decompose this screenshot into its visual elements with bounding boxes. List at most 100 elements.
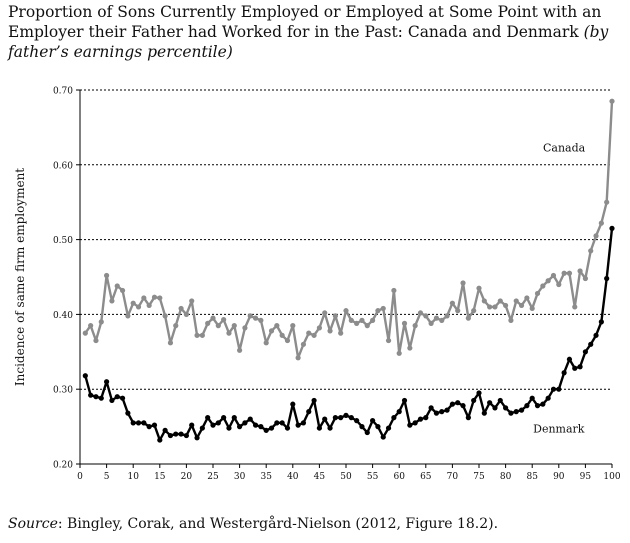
x-tick-label-10: 50 [340, 472, 352, 482]
point-canada-60 [396, 350, 402, 356]
annotation-canada: Canada [543, 141, 586, 154]
point-denmark-96 [588, 341, 594, 347]
point-canada-56 [375, 308, 381, 314]
point-canada-76 [481, 298, 487, 304]
point-denmark-94 [577, 364, 583, 370]
point-canada-27 [221, 317, 227, 323]
point-denmark-82 [513, 409, 519, 415]
point-canada-17 [167, 340, 174, 346]
title-main: Proportion of Sons Currently Employed or… [8, 3, 602, 41]
point-canada-51 [348, 317, 354, 323]
point-canada-18 [173, 323, 179, 329]
point-denmark-22 [194, 435, 200, 441]
point-canada-6 [109, 298, 115, 304]
point-denmark-44 [311, 397, 317, 404]
point-canada-42 [300, 341, 307, 347]
point-canada-69 [444, 313, 450, 319]
point-canada-82 [513, 298, 519, 304]
point-canada-30 [237, 347, 243, 353]
point-canada-84 [524, 295, 530, 301]
point-denmark-3 [93, 394, 99, 400]
point-denmark-89 [550, 386, 557, 392]
point-denmark-67 [433, 410, 440, 416]
point-canada-38 [279, 332, 285, 338]
point-canada-59 [391, 287, 397, 294]
point-canada-22 [194, 332, 200, 338]
point-denmark-86 [534, 403, 541, 409]
series-points-denmark [82, 225, 615, 443]
point-canada-96 [588, 248, 594, 254]
point-canada-61 [401, 320, 408, 326]
point-canada-13 [146, 302, 152, 309]
source-text: : Bingley, Corak, and Westergård-Nielson… [57, 516, 499, 532]
point-canada-46 [322, 310, 328, 316]
point-denmark-9 [125, 410, 131, 416]
point-denmark-50 [343, 412, 349, 418]
point-canada-43 [306, 330, 312, 336]
point-denmark-13 [146, 424, 152, 430]
point-denmark-59 [391, 415, 397, 421]
point-denmark-43 [306, 409, 312, 415]
point-denmark-38 [279, 420, 285, 426]
point-canada-21 [189, 298, 195, 304]
point-denmark-91 [561, 370, 567, 376]
point-canada-29 [231, 323, 237, 329]
point-denmark-87 [540, 401, 546, 407]
point-canada-7 [114, 283, 120, 289]
point-denmark-78 [492, 405, 498, 411]
y-tick-label-3: 0.50 [53, 236, 73, 246]
point-canada-93 [572, 304, 578, 310]
point-denmark-40 [290, 401, 296, 407]
x-tick-label-16: 80 [500, 472, 512, 482]
point-canada-94 [577, 268, 583, 274]
point-canada-24 [205, 320, 211, 326]
point-canada-72 [460, 280, 466, 286]
point-denmark-11 [135, 420, 142, 426]
point-canada-10 [130, 300, 136, 306]
point-canada-52 [354, 320, 360, 326]
point-canada-99 [604, 199, 610, 205]
point-denmark-57 [380, 434, 386, 440]
point-denmark-85 [529, 395, 535, 401]
point-canada-26 [215, 323, 221, 329]
x-tick-label-17: 85 [526, 472, 538, 482]
point-canada-4 [98, 319, 104, 325]
point-canada-89 [550, 272, 557, 279]
series-points-canada [82, 98, 615, 361]
point-denmark-46 [322, 416, 328, 422]
point-denmark-69 [444, 407, 450, 413]
series-line-canada [84, 101, 614, 359]
point-canada-65 [423, 313, 429, 319]
point-denmark-29 [231, 415, 237, 421]
point-canada-78 [492, 304, 498, 310]
y-tick-label-2: 0.40 [53, 311, 73, 321]
point-canada-39 [284, 337, 291, 344]
point-canada-83 [518, 302, 525, 309]
x-tick-label-19: 95 [580, 472, 592, 482]
point-denmark-92 [566, 356, 573, 362]
point-canada-41 [295, 355, 301, 361]
point-canada-71 [455, 308, 461, 314]
point-canada-49 [338, 330, 344, 336]
point-denmark-97 [593, 332, 599, 338]
point-canada-92 [566, 270, 573, 276]
point-canada-86 [534, 290, 541, 297]
point-denmark-84 [524, 403, 530, 409]
x-tick-label-12: 60 [393, 472, 405, 482]
y-tick-label-4: 0.60 [53, 161, 73, 171]
point-canada-44 [311, 332, 317, 338]
point-denmark-35 [263, 427, 269, 433]
annotation-denmark: Denmark [533, 423, 585, 436]
point-canada-54 [364, 323, 370, 329]
x-tick-label-4: 20 [181, 472, 193, 482]
point-denmark-52 [354, 418, 360, 424]
point-denmark-51 [348, 415, 354, 421]
point-denmark-25 [210, 422, 216, 428]
point-canada-19 [178, 305, 184, 312]
point-denmark-100 [609, 225, 615, 231]
point-denmark-61 [401, 397, 408, 404]
point-denmark-45 [316, 425, 322, 431]
x-tick-label-13: 65 [420, 472, 432, 482]
point-denmark-76 [481, 410, 487, 416]
point-canada-47 [327, 328, 333, 334]
